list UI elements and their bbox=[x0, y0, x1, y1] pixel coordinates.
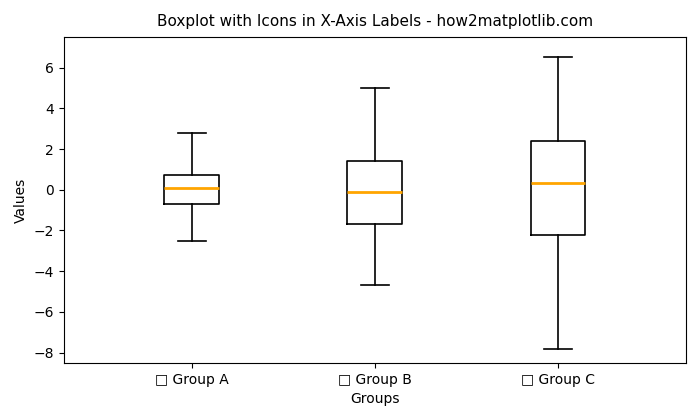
Y-axis label: Values: Values bbox=[14, 177, 28, 223]
X-axis label: Groups: Groups bbox=[350, 392, 400, 406]
Title: Boxplot with Icons in X-Axis Labels - how2matplotlib.com: Boxplot with Icons in X-Axis Labels - ho… bbox=[157, 14, 593, 29]
